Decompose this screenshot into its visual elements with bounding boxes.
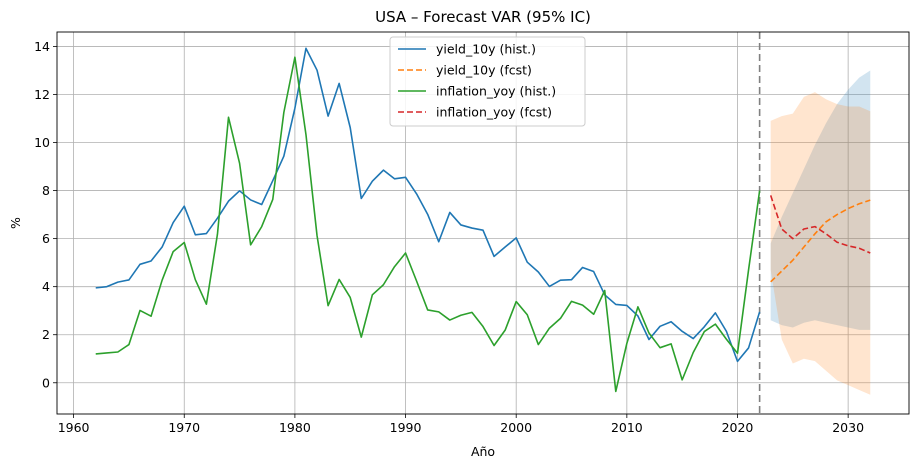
y-tick-label: 14 [34, 39, 50, 54]
x-tick-label: 1960 [58, 420, 90, 435]
legend-label-yield-10y-fcst: yield_10y (fcst) [436, 63, 532, 78]
legend-items: yield_10y (hist.) yield_10y (fcst) inflati… [398, 42, 556, 120]
series-line-yield-10y-fcst [770, 199, 871, 283]
x-ticks: 1960 1970 1980 1990 2000 2010 2020 2030 [58, 414, 864, 435]
x-tick-label: 2010 [611, 420, 643, 435]
legend-label-inflation-yoy-hist: inflation_yoy (hist.) [436, 84, 556, 99]
chart-title: USA – Forecast VAR (95% IC) [375, 8, 591, 26]
y-tick-label: 10 [34, 135, 50, 150]
x-tick-label: 1980 [279, 420, 311, 435]
plot-frame [56, 31, 910, 415]
series-lines [95, 47, 871, 393]
x-tick-label: 2000 [500, 420, 532, 435]
legend-label-yield-10y-hist: yield_10y (hist.) [436, 42, 536, 57]
x-tick-label: 2020 [722, 420, 754, 435]
x-tick-label: 2030 [832, 420, 864, 435]
x-axis-title: Año [471, 444, 495, 459]
legend-box [389, 36, 586, 127]
y-tick-label: 2 [42, 327, 50, 342]
x-tick-label: 1990 [390, 420, 422, 435]
series-line-inflation-yoy-fcst [769, 195, 871, 254]
y-tick-label: 8 [42, 183, 50, 198]
confidence-band-inflation-yoy-fcst [770, 92, 871, 395]
y-ticks: 0 2 4 6 8 10 12 14 [34, 39, 57, 390]
y-tick-label: 4 [42, 279, 50, 294]
confidence-band-yield-10y-fcst [770, 70, 871, 330]
series-line-yield-10y-hist [95, 47, 761, 363]
confidence-bands [770, 70, 871, 395]
x-tick-label: 1970 [168, 420, 200, 435]
series-line-inflation-yoy-hist [95, 56, 761, 393]
y-tick-label: 12 [34, 87, 50, 102]
y-tick-label: 0 [42, 375, 50, 390]
legend-label-inflation-yoy-fcst: inflation_yoy (fcst) [436, 105, 552, 120]
y-axis-title: % [8, 217, 23, 229]
y-tick-label: 6 [42, 231, 50, 246]
legend: yield_10y (hist.) yield_10y (fcst) inflati… [389, 36, 586, 127]
